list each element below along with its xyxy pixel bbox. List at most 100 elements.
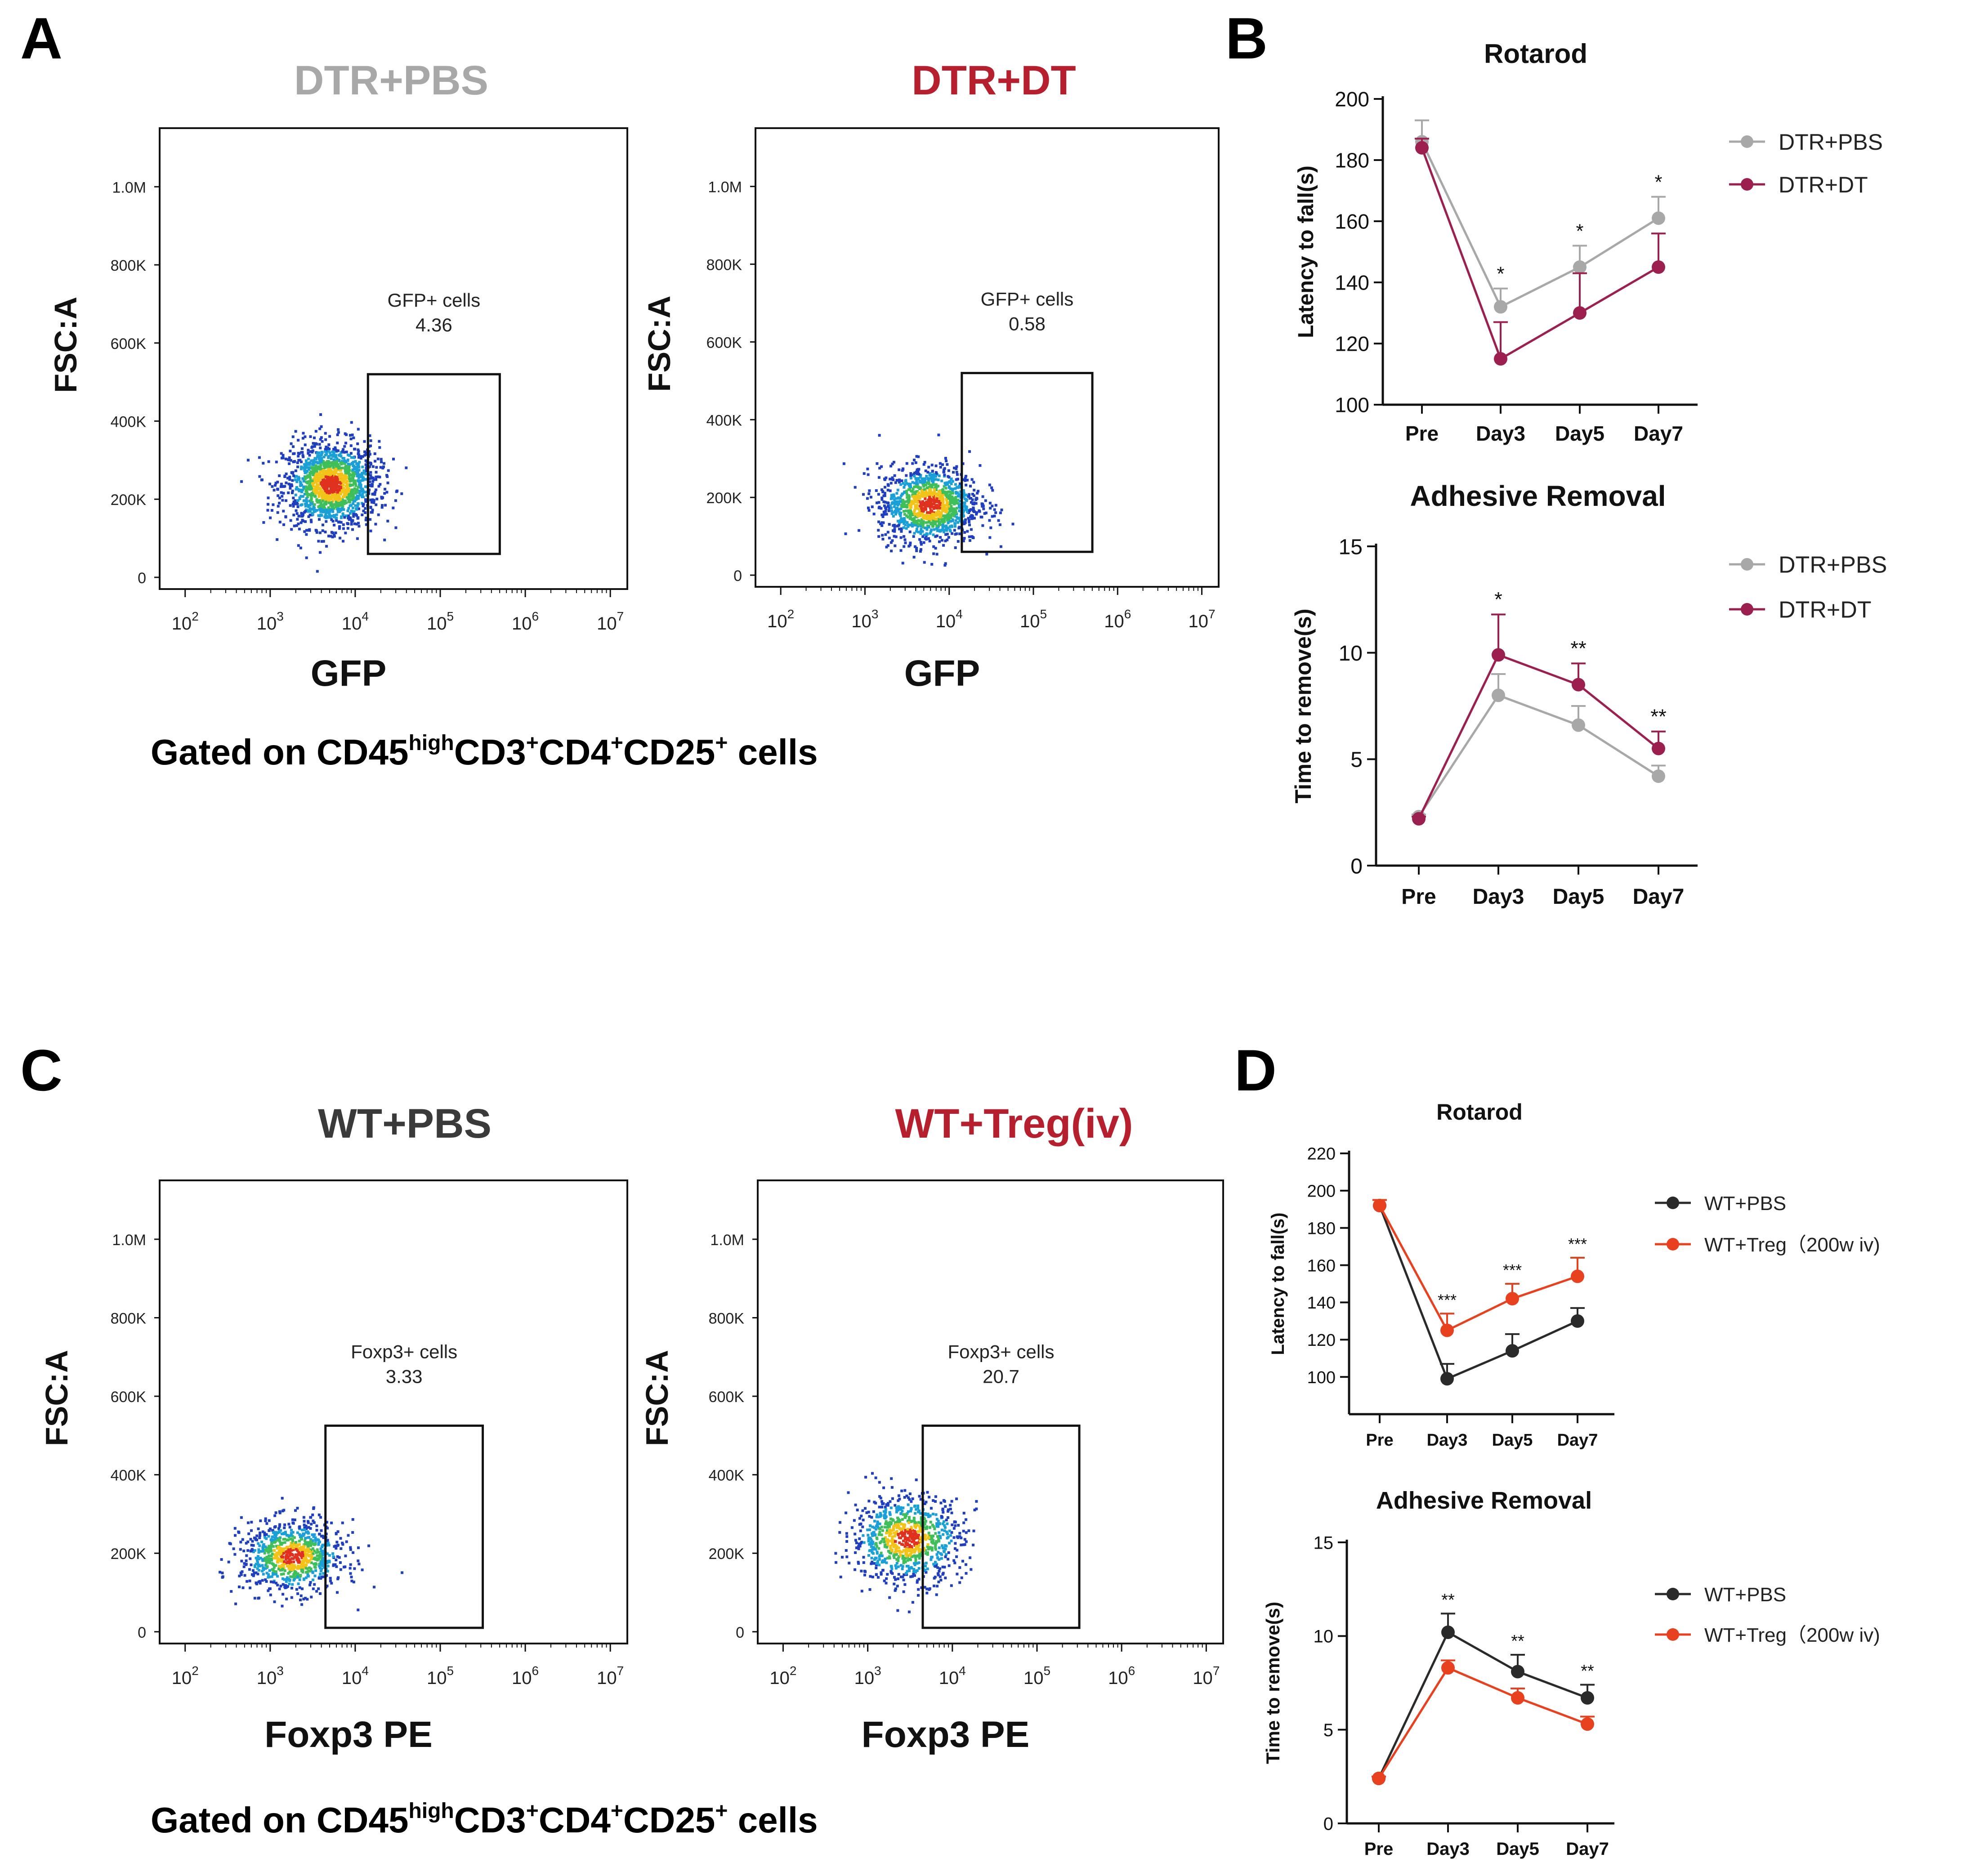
y-tick-label: 0	[1350, 854, 1363, 878]
gating-footer-c: Gated on CD45highCD3+CD4+CD25+ cells	[151, 1799, 818, 1840]
legend-label: WT+Treg（200w iv)	[1704, 1624, 1880, 1646]
flow-x-label: GFP	[904, 653, 980, 694]
y-tick-label: 100	[1307, 1368, 1336, 1387]
data-point	[1572, 678, 1585, 692]
series-2: WT+Treg（200w iv)	[1372, 1624, 1880, 1785]
x-tick-label: Day3	[1426, 1839, 1470, 1859]
legend-label: DTR+DT	[1779, 172, 1868, 197]
series-line	[1378, 1205, 1578, 1332]
chart-title: Rotarod	[1484, 39, 1587, 69]
y-tick-label: 15	[1314, 1533, 1334, 1553]
y-tick-label: 200K	[706, 490, 742, 507]
flow-event-cloud	[240, 413, 408, 573]
legend-marker	[1741, 135, 1753, 148]
x-tick-label: Day3	[1476, 422, 1525, 445]
series-1: DTR+PBS	[1415, 119, 1883, 314]
data-point	[1494, 352, 1507, 366]
series-1: WT+PBS	[1372, 1584, 1786, 1785]
data-point	[1373, 1199, 1386, 1212]
legend-marker	[1741, 178, 1753, 191]
y-tick-label: 400K	[111, 413, 147, 430]
legend-label: DTR+PBS	[1779, 130, 1883, 155]
y-tick-label: 600K	[706, 334, 742, 351]
data-point	[1440, 1323, 1454, 1337]
y-tick-label: 10	[1339, 642, 1363, 666]
x-tick-label: Day5	[1553, 885, 1604, 909]
legend-marker	[1741, 603, 1753, 616]
data-point	[1441, 1626, 1455, 1639]
chart-y-label: Time to remove(s)	[1290, 608, 1316, 803]
x-tick-label: 102	[172, 1664, 199, 1688]
gate-label: Foxp3+ cells	[351, 1341, 457, 1362]
flow-plot-1: DTR+PBS GFP+ cells 4.36 0 200K 400K 600K 800K 1.…	[48, 58, 628, 694]
y-tick-label: 140	[1307, 1294, 1336, 1313]
x-tick-label: 102	[769, 1664, 796, 1688]
significance-label: *	[1576, 220, 1583, 242]
y-tick-label: 15	[1339, 535, 1363, 559]
x-tick-label: 106	[1104, 607, 1131, 631]
gate-box[interactable]	[921, 1425, 1081, 1629]
x-tick-label: 104	[936, 607, 963, 631]
x-tick-label: Pre	[1401, 885, 1436, 909]
data-point	[1571, 1269, 1584, 1283]
flow-plot-frame	[755, 127, 1220, 588]
y-tick-label: 600K	[111, 1389, 147, 1406]
data-point	[1412, 812, 1426, 826]
chart-y-label: Latency to fall(s)	[1268, 1213, 1288, 1355]
y-tick-label: 1.0M	[710, 1232, 744, 1249]
x-tick-label: 106	[512, 609, 539, 634]
y-tick-label: 0	[138, 570, 146, 587]
gate-box[interactable]	[961, 372, 1094, 553]
x-tick-label: Day5	[1555, 422, 1604, 445]
significance-label: ***	[1568, 1235, 1587, 1253]
gate-box[interactable]	[324, 1425, 484, 1629]
data-point	[1573, 306, 1587, 320]
y-tick-label: 120	[1335, 332, 1369, 356]
chart-title: Rotarod	[1436, 1099, 1523, 1125]
x-tick-label: 103	[854, 1664, 881, 1688]
series-1: WT+PBS	[1372, 1193, 1786, 1386]
flow-plot-title: DTR+PBS	[294, 58, 488, 103]
chart-y-label: Latency to fall(s)	[1294, 165, 1318, 338]
significance-label: **	[1511, 1632, 1524, 1651]
flow-plot-title: WT+Treg(iv)	[895, 1101, 1133, 1147]
significance-label: **	[1581, 1662, 1594, 1681]
x-tick-label: Day7	[1566, 1839, 1609, 1859]
data-point	[1415, 141, 1429, 155]
flow-y-label: FSC:A	[639, 1350, 675, 1446]
x-tick-label: 105	[427, 609, 454, 634]
flow-plot-title: DTR+DT	[912, 58, 1076, 103]
legend-label: DTR+DT	[1779, 597, 1872, 623]
data-point	[1511, 1691, 1524, 1705]
gate-value: 3.33	[386, 1366, 423, 1387]
y-tick-label: 800K	[709, 1310, 745, 1327]
y-tick-label: 140	[1335, 271, 1369, 295]
y-tick-label: 180	[1307, 1219, 1336, 1238]
x-tick-label: 107	[1193, 1664, 1220, 1688]
gate-value: 4.36	[416, 314, 452, 335]
y-tick-label: 600K	[709, 1389, 745, 1406]
x-tick-label: 107	[597, 1664, 624, 1688]
x-tick-label: 104	[342, 609, 369, 634]
x-tick-label: 104	[939, 1664, 966, 1688]
legend-label: DTR+PBS	[1779, 552, 1887, 578]
significance-label: **	[1570, 637, 1587, 660]
data-point	[1511, 1665, 1524, 1679]
y-tick-label: 200K	[709, 1545, 745, 1563]
x-tick-label: 103	[257, 1664, 284, 1688]
gate-box[interactable]	[366, 373, 501, 555]
x-tick-label: Day5	[1496, 1839, 1539, 1859]
flow-plots: DTR+PBS GFP+ cells 4.36 0 200K 400K 600K 800K 1.…	[39, 58, 1224, 1755]
series-2: DTR+DT	[1412, 597, 1872, 826]
series-line	[1417, 694, 1659, 817]
line-chart-3: Rotarod 100 120 140 160 180 200 220 Pre Day3 Day5 D…	[1268, 1099, 1880, 1450]
y-tick-label: 180	[1335, 149, 1369, 172]
flow-plot-title: WT+PBS	[318, 1101, 492, 1147]
flow-x-label: Foxp3 PE	[264, 1714, 433, 1755]
y-tick-label: 120	[1307, 1331, 1336, 1350]
flow-event-cloud	[219, 1496, 404, 1612]
data-point	[1571, 1314, 1584, 1328]
y-tick-label: 0	[138, 1624, 146, 1641]
series-1: DTR+PBS	[1412, 552, 1887, 824]
flow-plot-3: WT+PBS Foxp3+ cells 3.33 0 200K 400K 600K 800K 1…	[39, 1101, 628, 1755]
